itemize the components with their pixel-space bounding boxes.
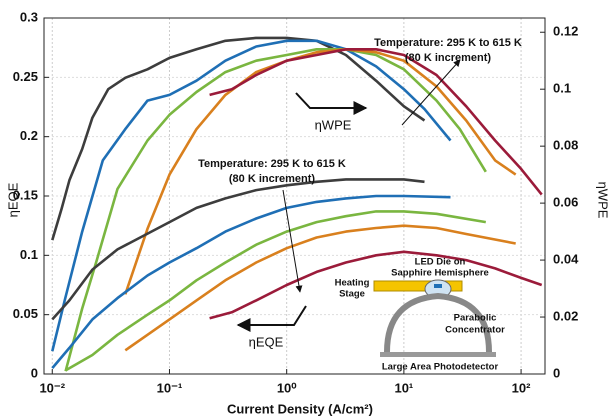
inset-label: Large Area Photodetector bbox=[382, 362, 499, 373]
y-tick-label: 0.1 bbox=[20, 247, 38, 262]
y-axis-label: ηEQE bbox=[5, 182, 20, 217]
series-line bbox=[51, 194, 451, 369]
series-line bbox=[209, 48, 543, 196]
inset: LED Die on Sapphire Hemisphere Heating S… bbox=[335, 257, 506, 373]
y-tick-label: 0.05 bbox=[13, 306, 38, 321]
annotation: Temperature: 295 K to 615 K bbox=[198, 158, 346, 170]
inset-label: Heating bbox=[335, 278, 370, 289]
inset-label: Concentrator bbox=[445, 325, 505, 336]
series-line bbox=[51, 178, 425, 321]
series-line bbox=[64, 48, 487, 372]
inset-label: LED Die on bbox=[415, 257, 466, 268]
annotation: Temperature: 295 K to 615 K bbox=[374, 37, 522, 49]
y2-tick-label: 0.1 bbox=[553, 81, 571, 96]
annotation: (80 K increment) bbox=[405, 52, 492, 64]
concentrator bbox=[384, 292, 492, 353]
x-tick-label: 10² bbox=[512, 380, 531, 395]
y-tick-label: 0.25 bbox=[13, 69, 38, 84]
photodetector bbox=[380, 352, 496, 357]
y-tick-label: 0 bbox=[31, 365, 38, 380]
y2-tick-label: 0.04 bbox=[553, 252, 579, 267]
y-tick-label: 0.3 bbox=[20, 9, 38, 24]
series-line bbox=[64, 210, 487, 372]
annotation: ηWPE bbox=[315, 117, 352, 132]
y2-tick-label: 0.12 bbox=[553, 24, 578, 39]
y-tick-label: 0.2 bbox=[20, 128, 38, 143]
y2-tick-label: 0.08 bbox=[553, 138, 578, 153]
series-line bbox=[51, 39, 452, 352]
x-tick-label: 10⁻¹ bbox=[157, 380, 183, 395]
lines bbox=[51, 36, 543, 372]
arrow bbox=[401, 59, 461, 126]
x-tick-label: 10⁰ bbox=[277, 380, 297, 395]
arrow bbox=[282, 189, 303, 293]
series-line bbox=[209, 250, 543, 320]
y2-tick-label: 0.06 bbox=[553, 195, 578, 210]
y2-tick-label: 0 bbox=[553, 365, 560, 380]
inset-label: Parabolic bbox=[454, 313, 497, 324]
arrow bbox=[295, 92, 368, 115]
annotation: (80 K increment) bbox=[229, 173, 316, 185]
heating-stage bbox=[373, 280, 463, 292]
inset-label: Stage bbox=[339, 289, 365, 300]
y2-tick-label: 0.02 bbox=[553, 308, 578, 323]
arrow bbox=[236, 305, 307, 332]
y2-axis-label: ηWPE bbox=[596, 182, 611, 219]
x-tick-label: 10⁻² bbox=[39, 380, 65, 395]
y-tick-label: 0.15 bbox=[13, 187, 38, 202]
x-axis-label: Current Density (A/cm²) bbox=[227, 401, 373, 416]
series-line bbox=[124, 48, 517, 295]
x-tick-label: 10¹ bbox=[394, 380, 413, 395]
series-line bbox=[51, 36, 426, 241]
series-line bbox=[124, 224, 516, 352]
annotation: ηEQE bbox=[249, 334, 284, 349]
annotations: Temperature: 295 K to 615 K (80 K increm… bbox=[198, 37, 522, 350]
inset-label: Sapphire Hemisphere bbox=[391, 268, 489, 279]
led-die bbox=[434, 284, 442, 288]
